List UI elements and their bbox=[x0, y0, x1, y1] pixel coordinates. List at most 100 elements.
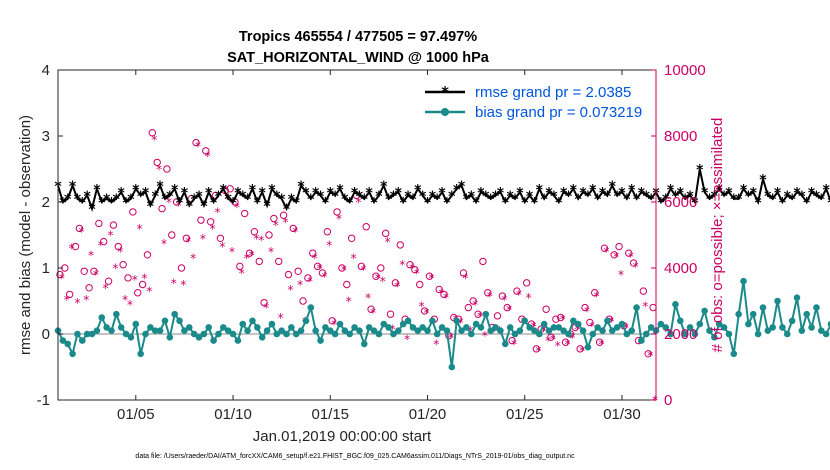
obs-assimilated-point: * bbox=[419, 299, 425, 313]
rmse-point: * bbox=[657, 196, 665, 212]
obs-assimilated-point: * bbox=[433, 337, 439, 351]
rmse-point: * bbox=[122, 196, 130, 212]
obs-possible-point bbox=[270, 214, 278, 223]
rmse-point: * bbox=[827, 196, 830, 212]
bias-point bbox=[545, 327, 553, 335]
rmse-point: * bbox=[677, 186, 685, 202]
rmse-point: * bbox=[244, 192, 252, 208]
obs-possible-point bbox=[557, 313, 565, 322]
obs-possible-point bbox=[595, 338, 604, 346]
obs-assimilated-point: * bbox=[321, 270, 327, 284]
obs-possible-point bbox=[639, 287, 648, 295]
bias-point bbox=[633, 304, 640, 311]
obs-possible-point bbox=[226, 185, 234, 193]
obs-assimilated-point: * bbox=[78, 225, 84, 239]
rmse-point: * bbox=[220, 182, 228, 198]
bias-point bbox=[244, 327, 251, 335]
obs-assimilated-point: * bbox=[98, 238, 104, 252]
rmse-point: * bbox=[541, 192, 549, 208]
obs-possible-point bbox=[318, 269, 327, 277]
rmse-point: * bbox=[434, 192, 442, 208]
obs-possible-point bbox=[532, 345, 541, 353]
rmse-point: * bbox=[647, 192, 655, 208]
bias-point bbox=[351, 324, 358, 331]
rmse-point: * bbox=[118, 186, 126, 202]
rmse-point: * bbox=[638, 186, 646, 202]
bias-point bbox=[210, 337, 217, 344]
rmse-point: * bbox=[623, 192, 631, 208]
rmse-point: * bbox=[545, 186, 553, 202]
obs-possible-point bbox=[245, 249, 254, 257]
bias-point bbox=[132, 320, 140, 328]
rmse-point: * bbox=[711, 189, 719, 205]
obs-assimilated-point: * bbox=[336, 212, 342, 226]
bias-point bbox=[662, 324, 670, 331]
rmse-point: * bbox=[254, 196, 262, 212]
rmse-point: * bbox=[283, 202, 291, 218]
rmse-point: * bbox=[798, 189, 806, 205]
obs-assimilated-point: * bbox=[93, 268, 99, 282]
bias-point bbox=[166, 334, 174, 341]
obs-possible-point bbox=[591, 289, 599, 297]
bias-point bbox=[822, 330, 830, 338]
rmse-point: * bbox=[268, 182, 276, 198]
bias-point bbox=[681, 330, 689, 338]
bias-point bbox=[745, 320, 752, 328]
obs-assimilated-point: * bbox=[458, 316, 464, 330]
bias-point bbox=[64, 340, 72, 348]
obs-possible-point bbox=[362, 223, 370, 231]
bias-point bbox=[657, 320, 665, 328]
bias-point bbox=[715, 320, 723, 328]
bias-point bbox=[764, 327, 772, 335]
rmse-point: * bbox=[560, 186, 568, 202]
obs-assimilated-point: * bbox=[618, 268, 624, 282]
obs-possible-point bbox=[153, 158, 161, 167]
obs-assimilated-point: * bbox=[127, 298, 133, 312]
obs-possible-point bbox=[493, 312, 502, 320]
rmse-point: * bbox=[127, 192, 135, 208]
rmse-point: * bbox=[113, 192, 121, 208]
bias-point bbox=[477, 324, 485, 331]
rmse-point: * bbox=[181, 186, 189, 202]
rmse-point: * bbox=[370, 196, 378, 212]
rmse-point: * bbox=[521, 196, 529, 212]
bias-point bbox=[808, 324, 815, 331]
bias-point bbox=[803, 310, 811, 318]
rmse-point: * bbox=[511, 192, 519, 208]
bias-point bbox=[312, 327, 319, 335]
rmse-point: * bbox=[458, 179, 466, 195]
obs-possible-point bbox=[294, 267, 302, 275]
obs-assimilated-point: * bbox=[351, 252, 357, 266]
bias-point bbox=[783, 330, 791, 338]
obs-possible-point bbox=[381, 229, 390, 238]
obs-assimilated-point: * bbox=[171, 276, 177, 290]
rmse-point: * bbox=[288, 192, 296, 208]
obs-assimilated-point: * bbox=[287, 283, 293, 297]
bias-point bbox=[526, 324, 533, 331]
bias-point bbox=[336, 320, 344, 328]
x-tick-label: 01/05 bbox=[117, 406, 155, 423]
obs-assimilated-point: * bbox=[317, 262, 323, 276]
obs-assimilated-point: * bbox=[438, 286, 444, 300]
obs-possible-point bbox=[299, 297, 307, 305]
data-file-note: data file: /Users/raeder/DAI/ATM_forcXX/… bbox=[135, 453, 575, 460]
obs-assimilated-point: * bbox=[599, 337, 605, 351]
obs-possible-point bbox=[275, 257, 283, 266]
rmse-point: * bbox=[59, 196, 67, 212]
obs-assimilated-point: * bbox=[268, 245, 274, 259]
bias-point bbox=[448, 363, 456, 371]
obs-assimilated-point: * bbox=[360, 263, 366, 277]
bias-point bbox=[249, 317, 256, 325]
obs-possible-point bbox=[158, 204, 166, 213]
rmse-point: * bbox=[774, 186, 782, 202]
obs-assimilated-point: * bbox=[88, 248, 94, 262]
rmse-point: * bbox=[822, 182, 830, 198]
bias-point bbox=[720, 324, 728, 331]
rmse-point: * bbox=[618, 186, 626, 202]
bias-point bbox=[798, 327, 806, 335]
obs-possible-point bbox=[284, 270, 293, 279]
obs-assimilated-point: * bbox=[608, 314, 614, 328]
bias-point bbox=[672, 301, 679, 308]
bias-point bbox=[224, 327, 232, 335]
x-tick-label: 01/25 bbox=[506, 406, 544, 423]
